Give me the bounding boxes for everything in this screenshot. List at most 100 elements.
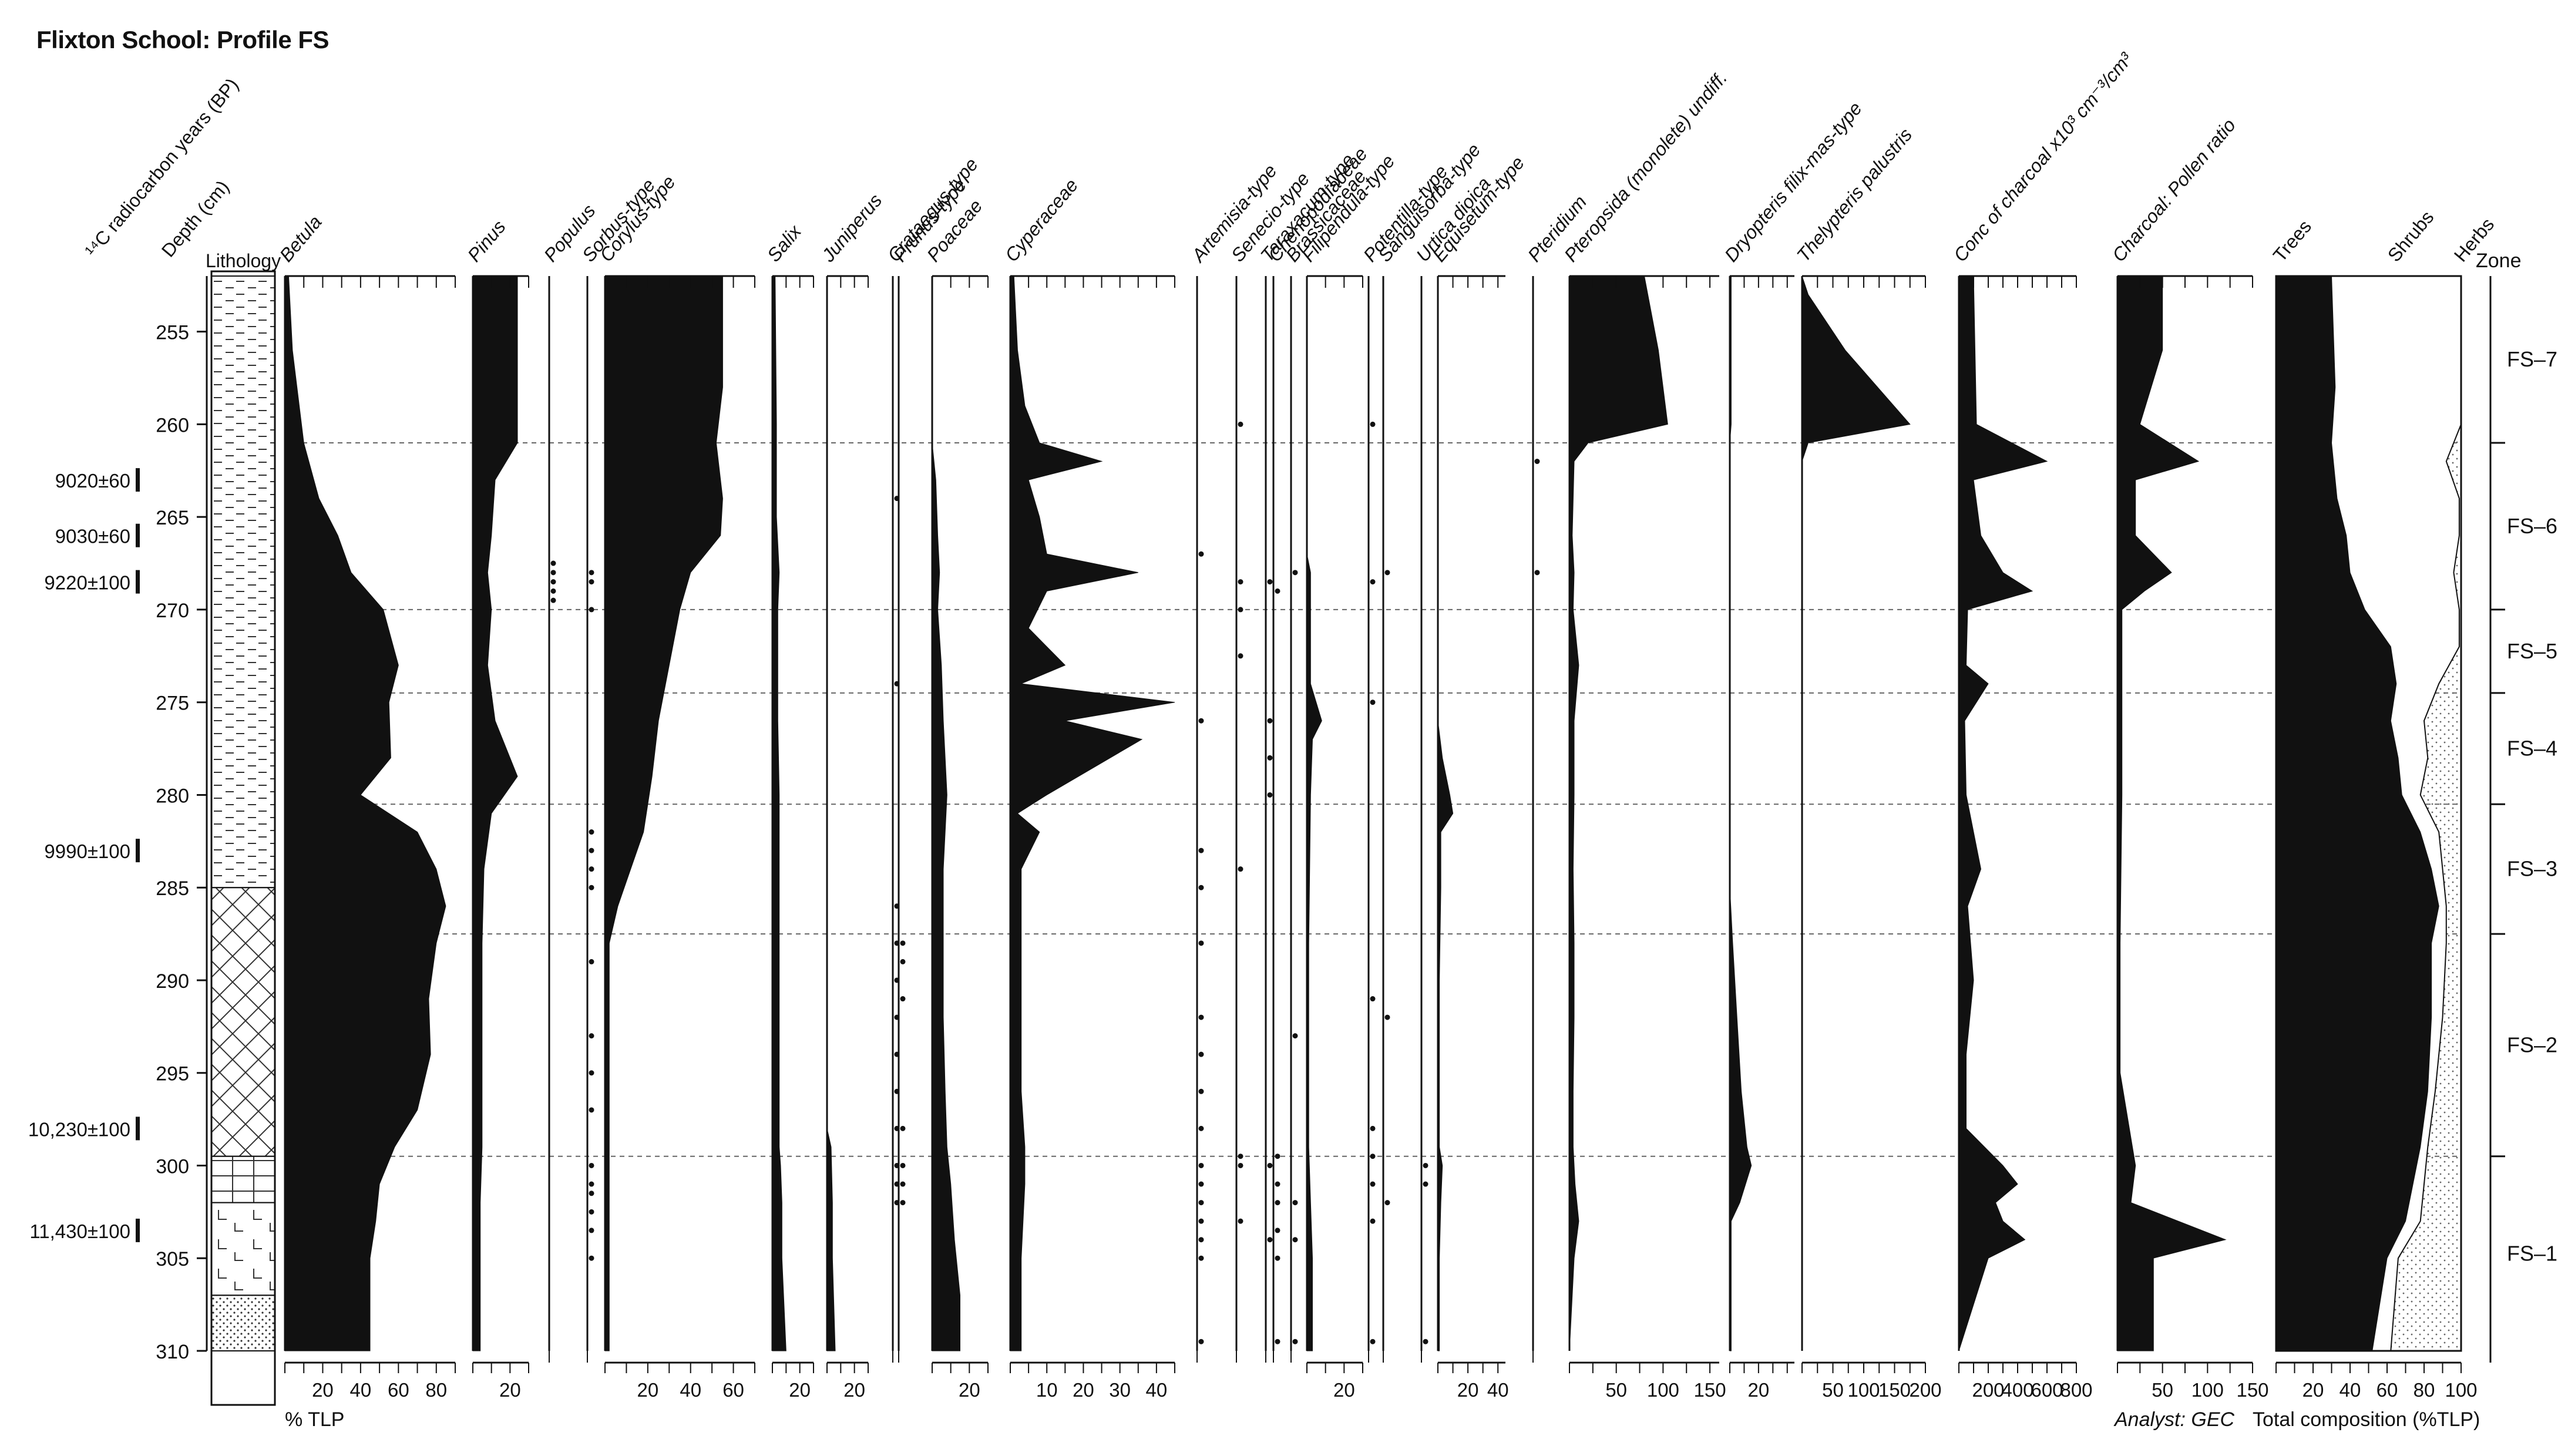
depth-tick-label-295: 295	[156, 1063, 189, 1085]
depth-tick-label-280: 280	[156, 785, 189, 807]
sorbus-type-dot	[589, 959, 594, 964]
prunus-type-dot	[900, 959, 906, 964]
header-lithology: Lithology	[206, 250, 281, 271]
prunus-type-dot	[900, 1125, 906, 1131]
depth-tick-label-290: 290	[156, 970, 189, 993]
conc-of-charcoal-x10-cm-cm-curve	[1958, 275, 2048, 1351]
footer-total: Total composition (%TLP)	[2253, 1408, 2480, 1431]
zone-label-fs-6: FS–6	[2507, 514, 2557, 538]
header-dryopteris-filix-mas-type: Dryopteris filix-mas-type	[1720, 97, 1866, 265]
potentilla-type-dot	[1370, 1181, 1376, 1187]
senecio-type-dot	[1238, 421, 1243, 427]
potentilla-type-dot	[1370, 1154, 1376, 1159]
artemisia-type-dot	[1198, 1125, 1204, 1131]
taraxacum-type-dot	[1267, 579, 1273, 585]
chenopodiaceae-dot	[1275, 1255, 1280, 1261]
senecio-type-dot	[1238, 1218, 1243, 1224]
zone-label-fs-2: FS–2	[2507, 1033, 2557, 1057]
sorbus-type-dot	[589, 848, 594, 853]
potentilla-type-dot	[1370, 1125, 1376, 1131]
panel-betula: 20 40 60 80	[284, 275, 456, 1401]
header-shrubs: Shrubs	[2384, 207, 2438, 266]
prunus-type-dot	[900, 1200, 906, 1206]
depth-tick-label-305: 305	[156, 1248, 189, 1270]
artemisia-type-dot	[1198, 1218, 1204, 1224]
artemisia-type-dot	[1198, 1200, 1204, 1206]
brassicaceae-dot	[1292, 1237, 1298, 1243]
date-label-9030-60: 9030±60	[55, 526, 130, 547]
potentilla-type-dot	[1370, 579, 1376, 585]
date-label-9020-60: 9020±60	[55, 470, 130, 492]
pteridium-dot	[1534, 570, 1540, 576]
brassicaceae-dot	[1292, 1339, 1298, 1344]
sorbus-type-dot	[589, 1191, 594, 1196]
taraxacum-type-dot	[1267, 1162, 1273, 1168]
sorbus-type-dot	[589, 1070, 594, 1076]
urtica-dioica-dot	[1423, 1181, 1428, 1187]
header-radiocarbon: ¹⁴C radiocarbon years (BP)	[81, 74, 243, 261]
panel-salix: 20	[771, 275, 814, 1401]
taraxacum-type-dot	[1267, 718, 1273, 724]
corylus-type-tick-label-60: 60	[722, 1379, 744, 1401]
potentilla-type-dot	[1370, 421, 1376, 427]
chenopodiaceae-dot	[1275, 1181, 1280, 1187]
sorbus-type-dot	[589, 1033, 594, 1039]
dryopteris-filix-mas-type-curve	[1729, 275, 1752, 1351]
poaceae-tick-label-20: 20	[959, 1379, 980, 1401]
filipendula-type-tick-label-20: 20	[1333, 1379, 1355, 1401]
senecio-type-dot	[1238, 1162, 1243, 1168]
equisetum-type-tick-label-40: 40	[1487, 1379, 1509, 1401]
taraxacum-type-dot	[1267, 755, 1273, 761]
panel-cyperaceae: 10 20 30 40	[1009, 275, 1175, 1401]
pinus-curve	[472, 275, 518, 1351]
senecio-type-dot	[1238, 866, 1243, 872]
panel-prunus-type	[898, 276, 906, 1363]
corylus-type-tick-label-40: 40	[680, 1379, 701, 1401]
betula-tick-label-60: 60	[388, 1379, 409, 1401]
charcoal-pollen-ratio-curve	[2117, 275, 2227, 1351]
betula-tick-label-40: 40	[350, 1379, 372, 1401]
sorbus-type-dot	[589, 1228, 594, 1233]
chart-title: Flixton School: Profile FS	[36, 26, 330, 53]
prunus-type-dot	[900, 996, 906, 1002]
panel-senecio-type	[1235, 276, 1243, 1363]
conc-of-charcoal-x10-cm-cm-tick-label-600: 600	[2031, 1379, 2063, 1401]
artemisia-type-dot	[1198, 1181, 1204, 1187]
composition-tick-label-20: 20	[2302, 1379, 2324, 1401]
juniperus-curve	[826, 276, 836, 1351]
panel-pinus: 20	[472, 275, 529, 1401]
sorbus-type-dot	[589, 1255, 594, 1261]
conc-of-charcoal-x10-cm-cm-tick-label-400: 400	[2001, 1379, 2033, 1401]
filipendula-type-curve	[1306, 276, 1322, 1351]
urtica-dioica-dot	[1423, 1162, 1428, 1168]
artemisia-type-dot	[1198, 848, 1204, 853]
zone-label-fs-7: FS–7	[2507, 347, 2557, 371]
potentilla-type-dot	[1370, 700, 1376, 705]
header-juniperus: Juniperus	[817, 190, 886, 266]
poaceae-curve	[932, 276, 960, 1351]
lithology-unit-crosshatch	[211, 887, 275, 1157]
pteropsida-monolete-undiff-tick-label-150: 150	[1694, 1379, 1726, 1401]
depth-tick-label-255: 255	[156, 322, 189, 344]
header-salix: Salix	[763, 220, 806, 265]
composition-tick-label-60: 60	[2377, 1379, 2398, 1401]
sorbus-type-dot	[589, 607, 594, 613]
sorbus-type-dot	[589, 885, 594, 890]
panel-pteropsida-monolete-undiff: 50 100 150	[1568, 275, 1726, 1401]
potentilla-type-dot	[1370, 1218, 1376, 1224]
potentilla-type-dot	[1370, 996, 1376, 1002]
lithology-unit-dashes	[211, 275, 275, 889]
lithology-column	[210, 270, 276, 1406]
thelypteris-palustris-curve	[1801, 275, 1911, 1351]
populus-dot	[550, 588, 556, 594]
zone-label-fs-5: FS–5	[2507, 639, 2557, 663]
panel-urtica-dioica	[1420, 276, 1428, 1363]
composition-tick-label-100: 100	[2445, 1379, 2477, 1401]
depth-tick-label-260: 260	[156, 414, 189, 436]
radiocarbon-dates: 9020±60 9030±60 9220±100 9990±100 10,230±100…	[28, 468, 140, 1242]
populus-dot	[550, 597, 556, 603]
potentilla-type-dot	[1370, 1339, 1376, 1344]
lithology-unit-grid	[211, 1155, 275, 1203]
betula-tick-label-20: 20	[312, 1379, 334, 1401]
